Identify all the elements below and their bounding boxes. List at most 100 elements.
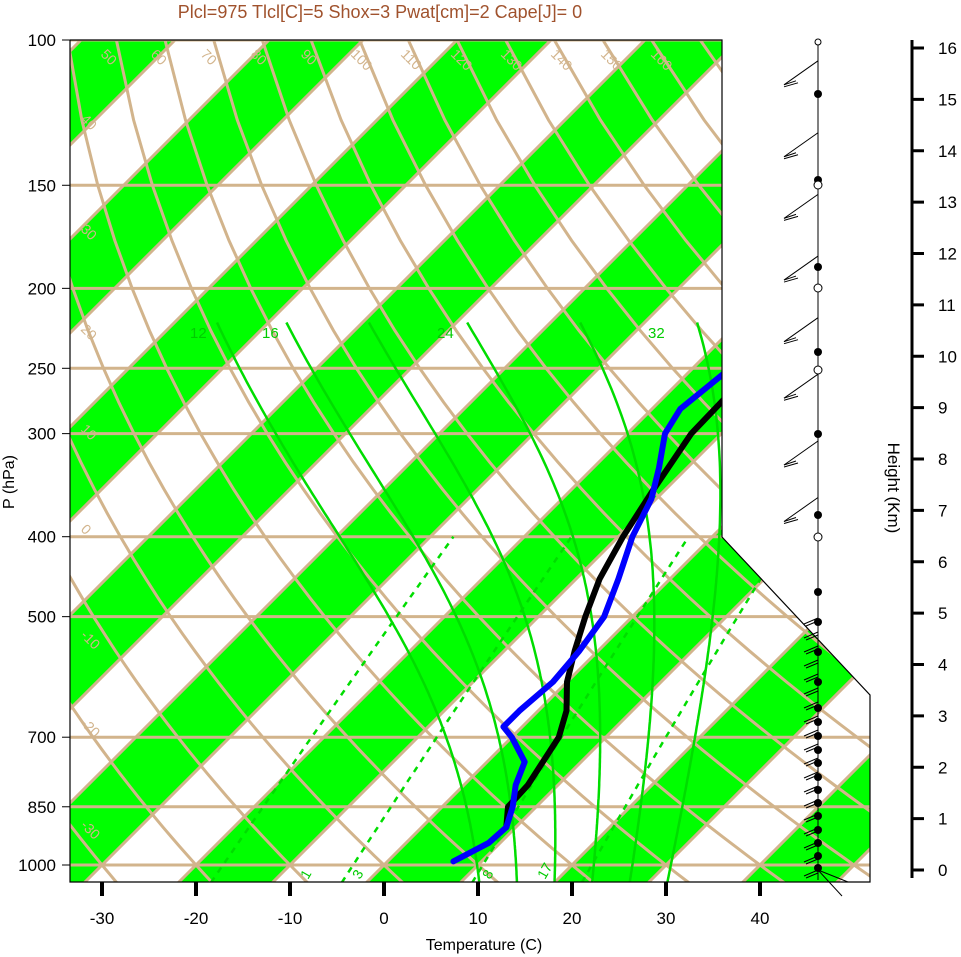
wind-barb-small — [805, 732, 819, 739]
wind-level-dot — [814, 826, 822, 834]
moist-adiabat — [367, 321, 557, 882]
wind-level-dot — [814, 511, 822, 519]
wind-barb-small — [805, 872, 819, 879]
isotherm-band — [70, 40, 777, 882]
wind-barb-small — [805, 788, 819, 795]
mixing-ratio-line — [209, 535, 455, 882]
isotherm-label: 10 — [727, 335, 755, 363]
wind-barb-small — [803, 687, 819, 695]
isotherm-line — [160, 40, 870, 882]
plot-frame — [69, 39, 871, 883]
wind-barb-shaft — [783, 193, 819, 219]
wind-barb-small — [803, 841, 819, 849]
height-tick-label: 12 — [938, 245, 957, 264]
wind-barb-small — [803, 785, 819, 793]
wind-profile — [783, 38, 849, 897]
height-tick-label: 14 — [938, 142, 957, 161]
dry-adiabat — [455, 40, 870, 882]
wind-level-dot — [814, 839, 822, 847]
wind-barb-flag — [783, 462, 799, 468]
pressure-tick-label: 300 — [28, 425, 56, 444]
wind-barb-small — [803, 869, 819, 877]
dry-adiabat — [70, 40, 326, 882]
wind-level-dot — [814, 812, 822, 820]
dry-adiabat — [70, 40, 229, 882]
isotherm-line — [70, 40, 684, 882]
wind-barb-small — [805, 662, 819, 669]
wind-barb-flag — [783, 215, 799, 221]
wind-barb-small — [803, 645, 819, 653]
isotherm-line — [254, 40, 870, 882]
x-tick-label: 40 — [751, 909, 770, 928]
mixing-ratio-line — [580, 536, 788, 882]
wind-barb-surface — [817, 869, 843, 897]
pressure-tick-label: 500 — [28, 608, 56, 627]
wind-barb-small — [805, 746, 819, 753]
height-tick-label: 15 — [938, 90, 957, 109]
wind-level-dot-open — [813, 532, 823, 542]
pressure-tick-label: 100 — [28, 31, 56, 50]
height-tick-label: 7 — [938, 501, 947, 520]
isotherm-line — [630, 40, 870, 882]
wind-barb-flag — [783, 275, 797, 281]
mixing-ratio-line — [340, 535, 573, 882]
wind-barb-flag — [783, 337, 797, 343]
wind-barb-shaft — [783, 255, 819, 281]
wind-barb-shaft — [783, 440, 819, 466]
wind-barb-small — [803, 701, 819, 709]
wind-barb-shaft — [783, 60, 819, 86]
wind-level-dot — [814, 618, 822, 626]
height-tick-label: 16 — [938, 39, 957, 58]
wind-level-dot — [814, 588, 822, 596]
wind-barb-flag — [783, 154, 799, 160]
wind-barb-shaft — [783, 497, 819, 522]
wind-barb-flag — [783, 277, 799, 283]
wind-barb-small — [805, 690, 819, 697]
wind-barb-flag — [783, 152, 797, 158]
wind-top-marker — [814, 38, 822, 46]
wind-barb-small — [803, 631, 819, 639]
wind-barb-small — [803, 729, 819, 737]
mixing-ratio-lines — [209, 321, 788, 882]
dry-adiabat — [260, 40, 870, 882]
height-tick-label: 13 — [938, 193, 957, 212]
height-tick-label: 2 — [938, 758, 947, 777]
isotherm-band — [161, 40, 870, 882]
wind-barb-small — [805, 648, 819, 655]
moist-adiabat — [215, 321, 481, 882]
isotherm-line — [70, 40, 402, 882]
wind-barb-small — [805, 718, 819, 725]
pressure-tick-label: 200 — [28, 279, 56, 298]
x-tick-label: -20 — [184, 909, 209, 928]
wind-barb-small — [805, 802, 819, 809]
wind-barb-flag — [783, 517, 797, 522]
height-tick-label: 9 — [938, 399, 947, 418]
wind-level-dot — [814, 864, 822, 872]
isotherm-line — [442, 40, 870, 882]
moist-adiabat — [285, 321, 519, 882]
wind-barb-small — [803, 771, 819, 779]
wind-barb-small — [805, 620, 819, 627]
isotherm-line — [70, 40, 496, 882]
wind-level-dot — [814, 263, 822, 271]
wind-barb-shaft — [783, 373, 819, 399]
height-tick-label: 0 — [938, 861, 947, 880]
pressure-tick-label: 700 — [28, 728, 56, 747]
wind-barb-small — [805, 774, 819, 781]
wind-barb-surface — [817, 869, 849, 883]
wind-barb-small — [803, 827, 819, 835]
x-tick-label: 0 — [379, 909, 388, 928]
pressure-tick-label: 400 — [28, 528, 56, 547]
wind-barb-flag — [783, 80, 797, 86]
wind-barb-small — [805, 676, 819, 683]
x-axis-label: Temperature (C) — [426, 937, 542, 954]
wind-level-dot-open — [813, 180, 823, 190]
isotherm-band — [70, 40, 401, 882]
wind-level-dot-open — [813, 365, 823, 375]
wind-barb-small — [805, 760, 819, 767]
wind-barb-small — [803, 617, 819, 625]
height-axis-label: Height (Km) — [884, 443, 903, 534]
pressure-tick-label: 1000 — [18, 856, 56, 875]
x-tick-label: 20 — [563, 909, 582, 928]
